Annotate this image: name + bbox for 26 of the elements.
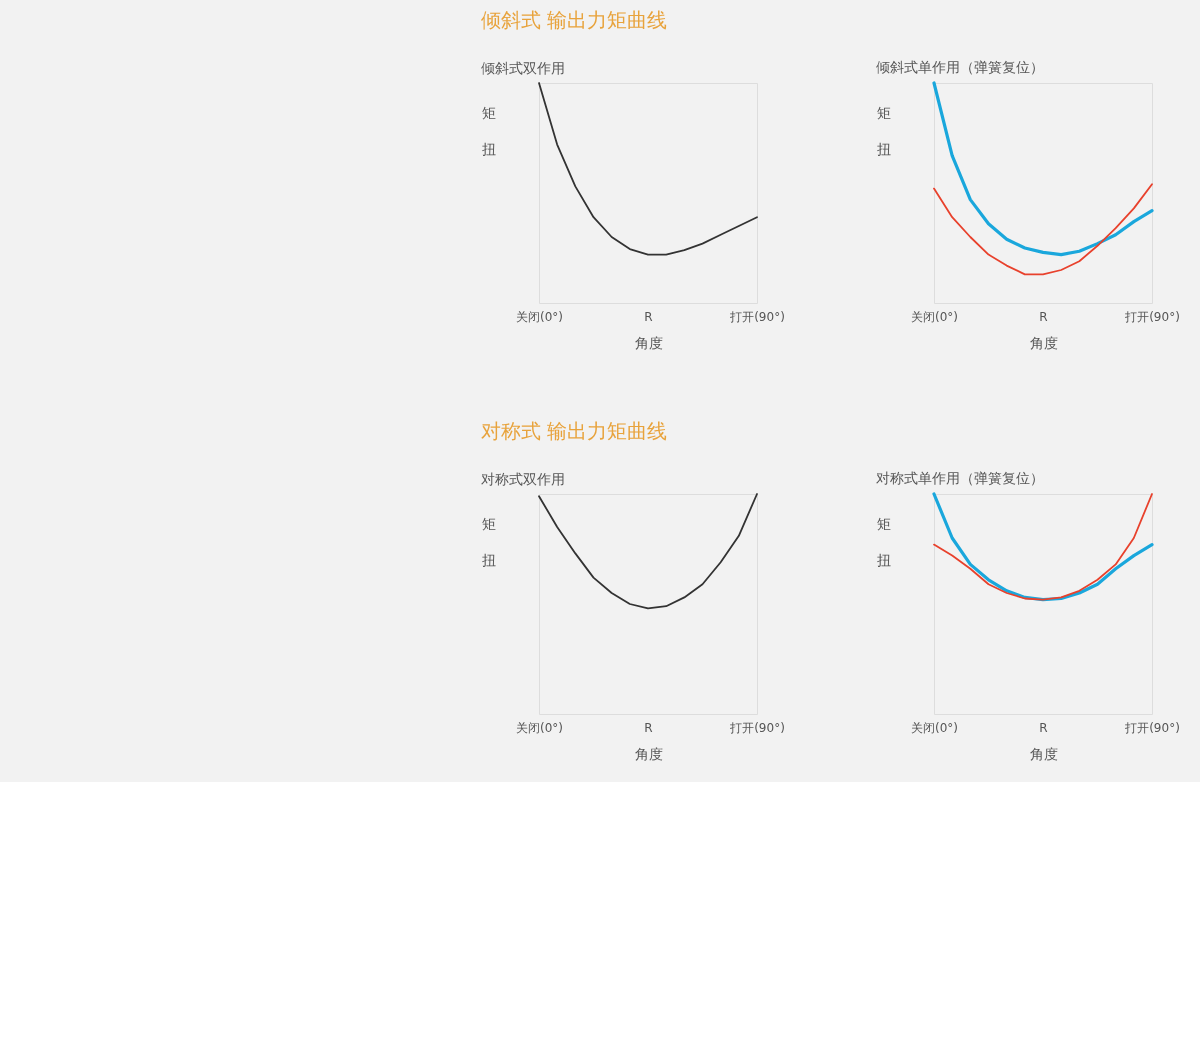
x-tick-label: 关闭(0°) [911, 309, 958, 324]
x-tick-label: 打开(90°) [1124, 309, 1180, 324]
text: 矩扭 [481, 104, 496, 157]
text: 矩扭 [481, 515, 496, 568]
x-tick-label: 打开(90°) [729, 720, 785, 735]
chart-title: 对称式单作用（弹簧复位） [876, 470, 1044, 487]
x-tick-label: R [1039, 720, 1048, 735]
x-tick-label: R [1039, 309, 1048, 324]
text: 倾斜式 输出力矩曲线 [480, 7, 667, 32]
x-tick-label: 打开(90°) [1124, 720, 1180, 735]
x-tick-label: 关闭(0°) [516, 720, 563, 735]
text: 矩扭 [876, 104, 891, 157]
chart-title: 对称式双作用 [481, 471, 565, 488]
x-axis-title: 角度 [1029, 334, 1058, 351]
text: 对称式 输出力矩曲线 [480, 418, 667, 443]
x-tick-label: 打开(90°) [729, 309, 785, 324]
text: 矩扭 [876, 515, 891, 568]
x-tick-label: 关闭(0°) [911, 720, 958, 735]
chart-title: 倾斜式单作用（弹簧复位） [876, 59, 1044, 76]
x-tick-label: R [644, 309, 653, 324]
chart-title: 倾斜式双作用 [481, 60, 565, 77]
x-tick-label: R [644, 720, 653, 735]
x-axis-title: 角度 [1029, 745, 1058, 762]
x-tick-label: 关闭(0°) [516, 309, 563, 324]
x-axis-title: 角度 [634, 334, 663, 351]
x-axis-title: 角度 [634, 745, 663, 762]
